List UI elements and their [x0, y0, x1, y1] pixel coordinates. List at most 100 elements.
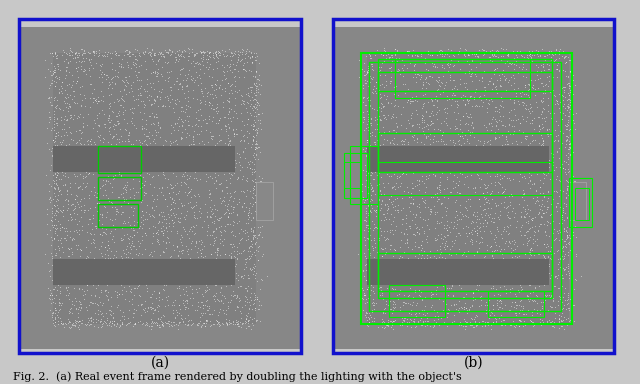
Point — [142, 168, 152, 174]
Point — [442, 204, 452, 210]
Point — [497, 142, 508, 148]
Point — [233, 318, 243, 324]
Point — [549, 92, 559, 98]
Point — [442, 227, 452, 233]
Point — [374, 196, 385, 202]
Point — [172, 230, 182, 236]
Point — [564, 151, 575, 157]
Point — [246, 105, 257, 111]
Point — [184, 189, 195, 195]
Point — [562, 214, 572, 220]
Point — [525, 290, 535, 296]
Point — [407, 180, 417, 187]
Point — [483, 319, 493, 325]
Point — [557, 253, 568, 259]
Point — [435, 150, 445, 156]
Point — [54, 245, 64, 251]
Point — [372, 107, 382, 113]
Point — [118, 250, 129, 256]
Point — [490, 53, 500, 60]
Point — [175, 81, 185, 87]
Point — [473, 153, 483, 159]
Point — [226, 57, 236, 63]
Point — [410, 243, 420, 249]
Point — [214, 217, 224, 223]
Point — [251, 247, 261, 253]
Point — [486, 75, 496, 81]
Point — [49, 222, 59, 228]
Point — [120, 73, 131, 79]
Point — [420, 320, 431, 326]
Point — [424, 81, 434, 87]
Point — [429, 126, 439, 132]
Point — [154, 163, 164, 169]
Point — [545, 244, 556, 250]
Point — [196, 250, 206, 256]
Point — [488, 80, 499, 86]
Point — [436, 321, 446, 327]
Point — [535, 151, 545, 157]
Point — [198, 49, 208, 55]
Point — [103, 178, 113, 184]
Point — [534, 251, 544, 257]
Point — [497, 305, 507, 311]
Point — [210, 237, 220, 243]
Point — [532, 293, 543, 300]
Point — [230, 78, 240, 84]
Point — [83, 111, 93, 118]
Point — [218, 69, 228, 75]
Point — [220, 123, 230, 129]
Point — [408, 122, 418, 128]
Point — [358, 273, 369, 280]
Point — [497, 71, 507, 77]
Point — [168, 278, 179, 284]
Point — [218, 257, 228, 263]
Point — [362, 151, 372, 157]
Point — [156, 228, 166, 234]
Point — [125, 222, 135, 228]
Point — [551, 46, 561, 52]
Point — [506, 322, 516, 328]
Point — [126, 82, 136, 88]
Point — [139, 182, 149, 188]
Point — [371, 149, 381, 156]
Point — [363, 83, 373, 89]
Point — [396, 270, 406, 276]
Point — [431, 319, 441, 325]
Bar — [369, 62, 561, 311]
Point — [253, 209, 264, 215]
Point — [490, 202, 500, 208]
Point — [390, 196, 400, 202]
Point — [124, 53, 134, 59]
Point — [362, 279, 372, 285]
Point — [417, 172, 427, 179]
Point — [402, 50, 412, 56]
Point — [208, 159, 218, 165]
Point — [54, 189, 64, 195]
Point — [410, 286, 420, 293]
Point — [401, 319, 412, 325]
Point — [497, 155, 507, 161]
Point — [61, 95, 72, 101]
Point — [52, 202, 63, 208]
Point — [377, 197, 387, 204]
Point — [410, 61, 420, 67]
Point — [149, 288, 159, 294]
Point — [52, 55, 63, 61]
Point — [363, 184, 373, 190]
Point — [163, 211, 173, 217]
Point — [113, 145, 123, 151]
Point — [166, 228, 176, 234]
Point — [471, 64, 481, 70]
Point — [92, 100, 102, 106]
Point — [187, 277, 197, 283]
Point — [354, 74, 364, 80]
Point — [565, 187, 575, 194]
Point — [550, 176, 561, 182]
Point — [81, 183, 91, 189]
Point — [552, 188, 562, 194]
Point — [496, 53, 506, 59]
Point — [86, 276, 97, 282]
Point — [193, 117, 203, 123]
Point — [246, 166, 257, 172]
